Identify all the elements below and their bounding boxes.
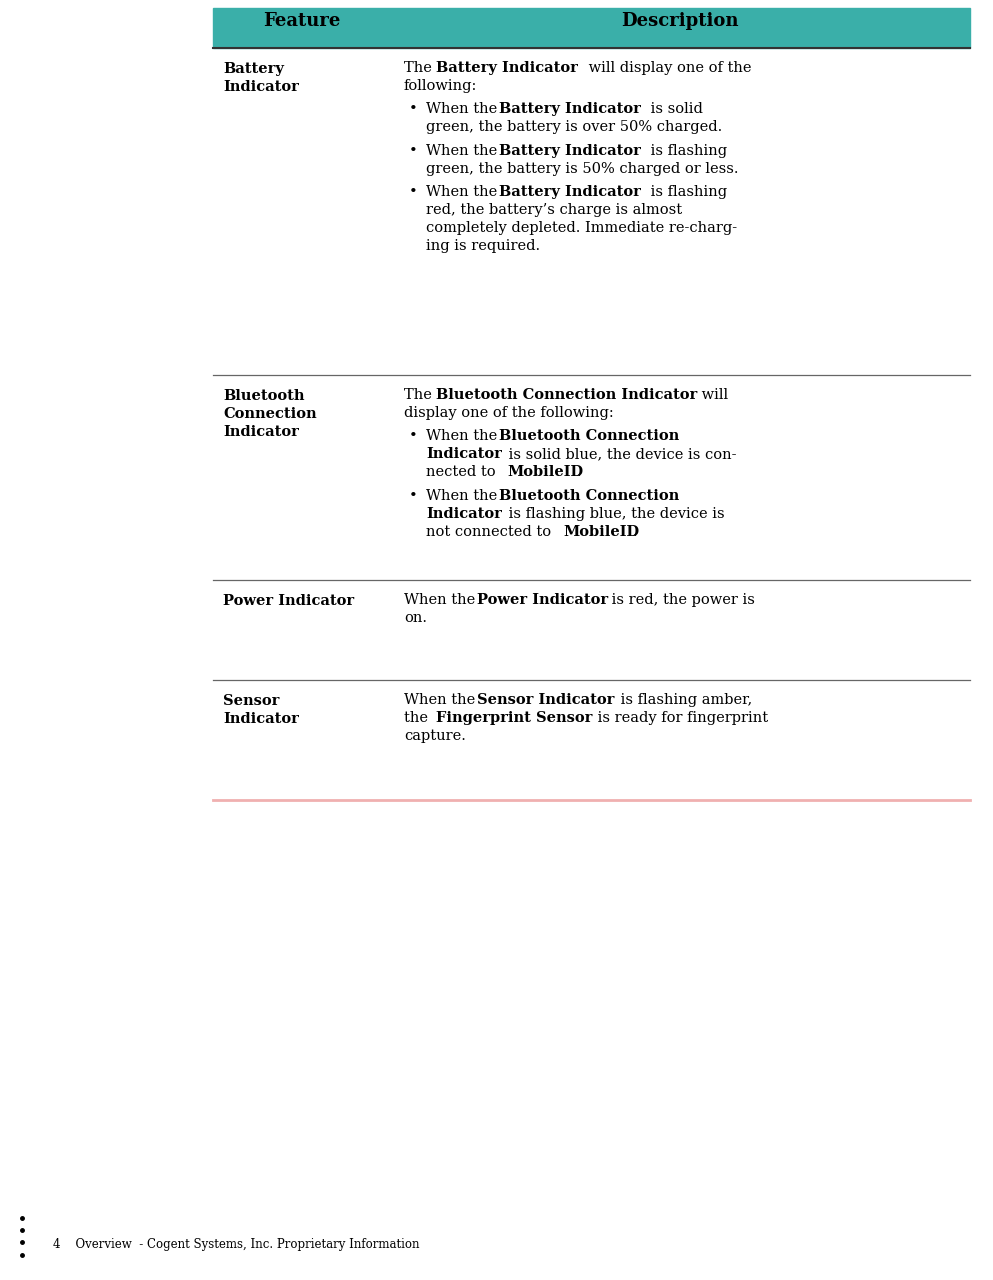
- Text: Connection: Connection: [223, 407, 317, 421]
- Text: When the: When the: [426, 186, 501, 200]
- Text: •: •: [409, 489, 418, 503]
- Text: Bluetooth Connection Indicator: Bluetooth Connection Indicator: [436, 388, 698, 402]
- Text: is ready for fingerprint: is ready for fingerprint: [593, 710, 768, 724]
- Text: Battery Indicator: Battery Indicator: [498, 186, 640, 200]
- Text: will display one of the: will display one of the: [584, 61, 752, 76]
- Bar: [213, 8, 970, 47]
- Text: is flashing: is flashing: [646, 143, 728, 157]
- Text: •: •: [409, 186, 418, 200]
- Text: red, the battery’s charge is almost: red, the battery’s charge is almost: [426, 204, 682, 218]
- Text: Sensor Indicator: Sensor Indicator: [477, 692, 615, 707]
- Text: 4    Overview  - Cogent Systems, Inc. Proprietary Information: 4 Overview - Cogent Systems, Inc. Propri…: [53, 1238, 419, 1251]
- Text: Battery: Battery: [223, 61, 284, 76]
- Text: is flashing: is flashing: [646, 186, 728, 200]
- Text: .: .: [633, 525, 638, 539]
- Text: Indicator: Indicator: [223, 425, 299, 439]
- Text: display one of the following:: display one of the following:: [404, 406, 614, 420]
- Text: Sensor: Sensor: [223, 694, 279, 708]
- Text: •: •: [409, 429, 418, 443]
- Text: Indicator: Indicator: [223, 712, 299, 726]
- Text: When the: When the: [426, 102, 501, 116]
- Text: is red, the power is: is red, the power is: [607, 593, 755, 607]
- Text: green, the battery is 50% charged or less.: green, the battery is 50% charged or les…: [426, 161, 739, 175]
- Text: When the: When the: [404, 593, 480, 607]
- Text: is flashing amber,: is flashing amber,: [616, 692, 752, 707]
- Text: the: the: [404, 710, 433, 724]
- Text: nected to: nected to: [426, 466, 500, 480]
- Text: Bluetooth Connection: Bluetooth Connection: [498, 489, 679, 503]
- Text: Battery Indicator: Battery Indicator: [498, 102, 640, 116]
- Text: Fingerprint Sensor: Fingerprint Sensor: [436, 710, 593, 724]
- Text: is solid: is solid: [646, 102, 703, 116]
- Text: When the: When the: [426, 489, 501, 503]
- Text: Feature: Feature: [263, 12, 341, 29]
- Text: not connected to: not connected to: [426, 525, 556, 539]
- Text: green, the battery is over 50% charged.: green, the battery is over 50% charged.: [426, 120, 722, 134]
- Text: on.: on.: [404, 611, 427, 625]
- Text: MobileID: MobileID: [507, 466, 583, 480]
- Text: Power Indicator: Power Indicator: [477, 593, 608, 607]
- Text: is flashing blue, the device is: is flashing blue, the device is: [504, 507, 725, 521]
- Text: Indicator: Indicator: [223, 79, 299, 93]
- Text: completely depleted. Immediate re-charg-: completely depleted. Immediate re-charg-: [426, 221, 737, 236]
- Text: Description: Description: [622, 12, 739, 29]
- Text: The: The: [404, 388, 437, 402]
- Text: capture.: capture.: [404, 730, 466, 742]
- Text: Battery Indicator: Battery Indicator: [498, 143, 640, 157]
- Text: Indicator: Indicator: [426, 448, 501, 461]
- Text: ing is required.: ing is required.: [426, 239, 540, 253]
- Text: Battery Indicator: Battery Indicator: [436, 61, 578, 76]
- Text: MobileID: MobileID: [564, 525, 639, 539]
- Text: .: .: [576, 466, 581, 480]
- Text: Bluetooth: Bluetooth: [223, 389, 305, 403]
- Text: When the: When the: [426, 429, 501, 443]
- Text: •: •: [409, 102, 418, 116]
- Text: is solid blue, the device is con-: is solid blue, the device is con-: [504, 448, 737, 461]
- Text: Indicator: Indicator: [426, 507, 501, 521]
- Text: Power Indicator: Power Indicator: [223, 594, 355, 608]
- Text: following:: following:: [404, 79, 478, 93]
- Text: When the: When the: [426, 143, 501, 157]
- Text: Bluetooth Connection: Bluetooth Connection: [498, 429, 679, 443]
- Text: will: will: [697, 388, 728, 402]
- Text: When the: When the: [404, 692, 480, 707]
- Text: The: The: [404, 61, 437, 76]
- Text: •: •: [409, 143, 418, 157]
